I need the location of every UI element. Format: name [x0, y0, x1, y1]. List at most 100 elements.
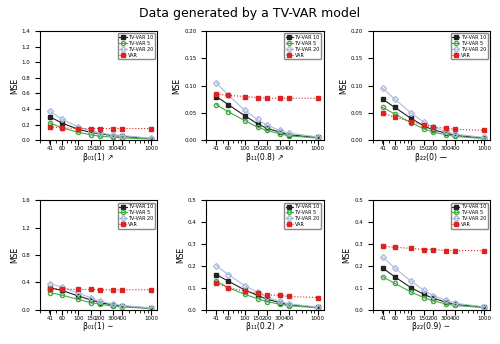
TV-VAR 5: [408, 121, 414, 125]
VAR: [75, 287, 81, 291]
Legend: TV-VAR 10, TV-VAR 5, TV-VAR 20, VAR: TV-VAR 10, TV-VAR 5, TV-VAR 20, VAR: [450, 203, 488, 229]
TV-VAR 5: [226, 286, 232, 290]
VAR: [430, 125, 436, 129]
TV-VAR 10: [47, 115, 53, 119]
TV-VAR 10: [264, 297, 270, 301]
Line: TV-VAR 20: TV-VAR 20: [48, 282, 154, 310]
TV-VAR 20: [148, 306, 154, 310]
TV-VAR 5: [254, 297, 260, 301]
TV-VAR 5: [98, 302, 103, 306]
TV-VAR 10: [120, 304, 126, 308]
VAR: [408, 120, 414, 124]
TV-VAR 10: [481, 305, 487, 309]
VAR: [47, 125, 53, 129]
Line: VAR: VAR: [380, 244, 486, 253]
TV-VAR 20: [226, 93, 232, 97]
Line: VAR: VAR: [380, 111, 486, 132]
Line: TV-VAR 10: TV-VAR 10: [48, 286, 154, 310]
TV-VAR 5: [148, 307, 154, 311]
TV-VAR 5: [286, 134, 292, 138]
TV-VAR 5: [242, 292, 248, 297]
TV-VAR 10: [98, 301, 103, 305]
TV-VAR 5: [226, 110, 232, 114]
TV-VAR 10: [392, 105, 398, 109]
TV-VAR 10: [430, 128, 436, 132]
VAR: [481, 128, 487, 132]
VAR: [392, 115, 398, 119]
VAR: [59, 287, 65, 291]
TV-VAR 10: [47, 286, 53, 290]
TV-VAR 10: [392, 275, 398, 279]
VAR: [120, 127, 126, 131]
TV-VAR 20: [254, 290, 260, 294]
TV-VAR 10: [214, 272, 220, 277]
TV-VAR 20: [148, 136, 154, 140]
Line: TV-VAR 10: TV-VAR 10: [48, 115, 154, 141]
TV-VAR 5: [75, 297, 81, 301]
TV-VAR 5: [408, 290, 414, 294]
TV-VAR 10: [148, 137, 154, 141]
TV-VAR 20: [98, 299, 103, 303]
VAR: [315, 96, 321, 100]
TV-VAR 10: [443, 300, 449, 304]
TV-VAR 20: [110, 302, 116, 306]
VAR: [315, 295, 321, 300]
TV-VAR 5: [242, 118, 248, 122]
VAR: [47, 287, 53, 291]
Line: TV-VAR 10: TV-VAR 10: [380, 97, 486, 140]
VAR: [380, 244, 386, 248]
TV-VAR 20: [88, 129, 94, 133]
TV-VAR 20: [75, 125, 81, 129]
VAR: [380, 111, 386, 115]
Y-axis label: MSE: MSE: [339, 77, 348, 94]
TV-VAR 10: [59, 288, 65, 292]
TV-VAR 20: [214, 264, 220, 268]
VAR: [254, 96, 260, 100]
TV-VAR 10: [98, 132, 103, 136]
TV-VAR 5: [380, 105, 386, 109]
VAR: [214, 92, 220, 96]
TV-VAR 10: [286, 303, 292, 307]
VAR: [148, 288, 154, 292]
Line: VAR: VAR: [48, 287, 154, 292]
VAR: [88, 287, 94, 291]
TV-VAR 5: [88, 301, 94, 305]
Line: TV-VAR 10: TV-VAR 10: [214, 95, 320, 140]
TV-VAR 20: [75, 291, 81, 295]
TV-VAR 5: [214, 279, 220, 283]
TV-VAR 10: [120, 134, 126, 138]
TV-VAR 5: [264, 128, 270, 132]
TV-VAR 20: [408, 111, 414, 115]
TV-VAR 5: [47, 121, 53, 125]
TV-VAR 20: [276, 299, 282, 303]
TV-VAR 20: [47, 282, 53, 286]
TV-VAR 10: [452, 133, 458, 137]
Y-axis label: MSE: MSE: [10, 77, 19, 94]
TV-VAR 20: [276, 128, 282, 132]
Legend: TV-VAR 10, TV-VAR 5, TV-VAR 20, VAR: TV-VAR 10, TV-VAR 5, TV-VAR 20, VAR: [284, 33, 321, 59]
TV-VAR 5: [98, 134, 103, 138]
VAR: [443, 126, 449, 130]
TV-VAR 10: [148, 306, 154, 310]
TV-VAR 5: [452, 135, 458, 139]
VAR: [242, 289, 248, 293]
X-axis label: β₂₂(0) —: β₂₂(0) —: [416, 153, 448, 162]
TV-VAR 5: [120, 136, 126, 140]
TV-VAR 10: [380, 266, 386, 270]
VAR: [214, 281, 220, 286]
Line: VAR: VAR: [214, 281, 320, 300]
TV-VAR 20: [481, 305, 487, 309]
TV-VAR 20: [59, 117, 65, 121]
TV-VAR 10: [75, 294, 81, 298]
X-axis label: β₀₁(1) ∼: β₀₁(1) ∼: [84, 322, 114, 331]
TV-VAR 20: [452, 132, 458, 136]
TV-VAR 20: [120, 133, 126, 138]
TV-VAR 5: [430, 299, 436, 303]
TV-VAR 20: [380, 86, 386, 90]
TV-VAR 20: [443, 129, 449, 133]
TV-VAR 5: [214, 103, 220, 107]
TV-VAR 20: [315, 135, 321, 139]
Text: Data generated by a TV-VAR model: Data generated by a TV-VAR model: [140, 7, 360, 20]
Line: TV-VAR 20: TV-VAR 20: [214, 81, 320, 139]
TV-VAR 10: [421, 292, 427, 297]
